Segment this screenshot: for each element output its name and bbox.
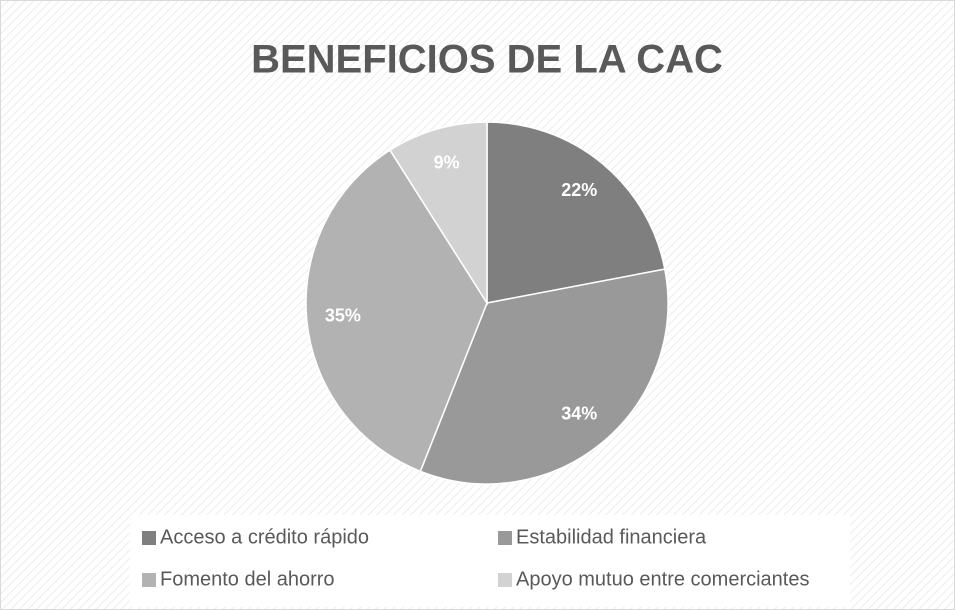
data-label: 22% <box>561 180 597 200</box>
pie-slice <box>388 121 488 306</box>
chart-title: BENEFICIOS DE LA CAC <box>251 38 723 82</box>
legend-swatch <box>498 573 512 587</box>
legend-label: Apoyo mutuo entre comerciantes <box>516 568 810 590</box>
legend-label: Acceso a crédito rápido <box>160 526 369 548</box>
legend-swatch <box>498 531 512 545</box>
legend-background <box>130 515 850 607</box>
data-label: 9% <box>434 153 460 173</box>
pie-slice <box>486 121 666 304</box>
legend-label: Estabilidad financiera <box>516 526 707 548</box>
legend-swatch <box>142 573 156 587</box>
legend-swatch <box>142 531 156 545</box>
data-label: 34% <box>561 403 597 423</box>
legend-label: Fomento del ahorro <box>160 568 335 590</box>
data-label: 35% <box>325 305 361 325</box>
pie-slice <box>419 268 669 485</box>
pie-slice <box>305 149 488 473</box>
